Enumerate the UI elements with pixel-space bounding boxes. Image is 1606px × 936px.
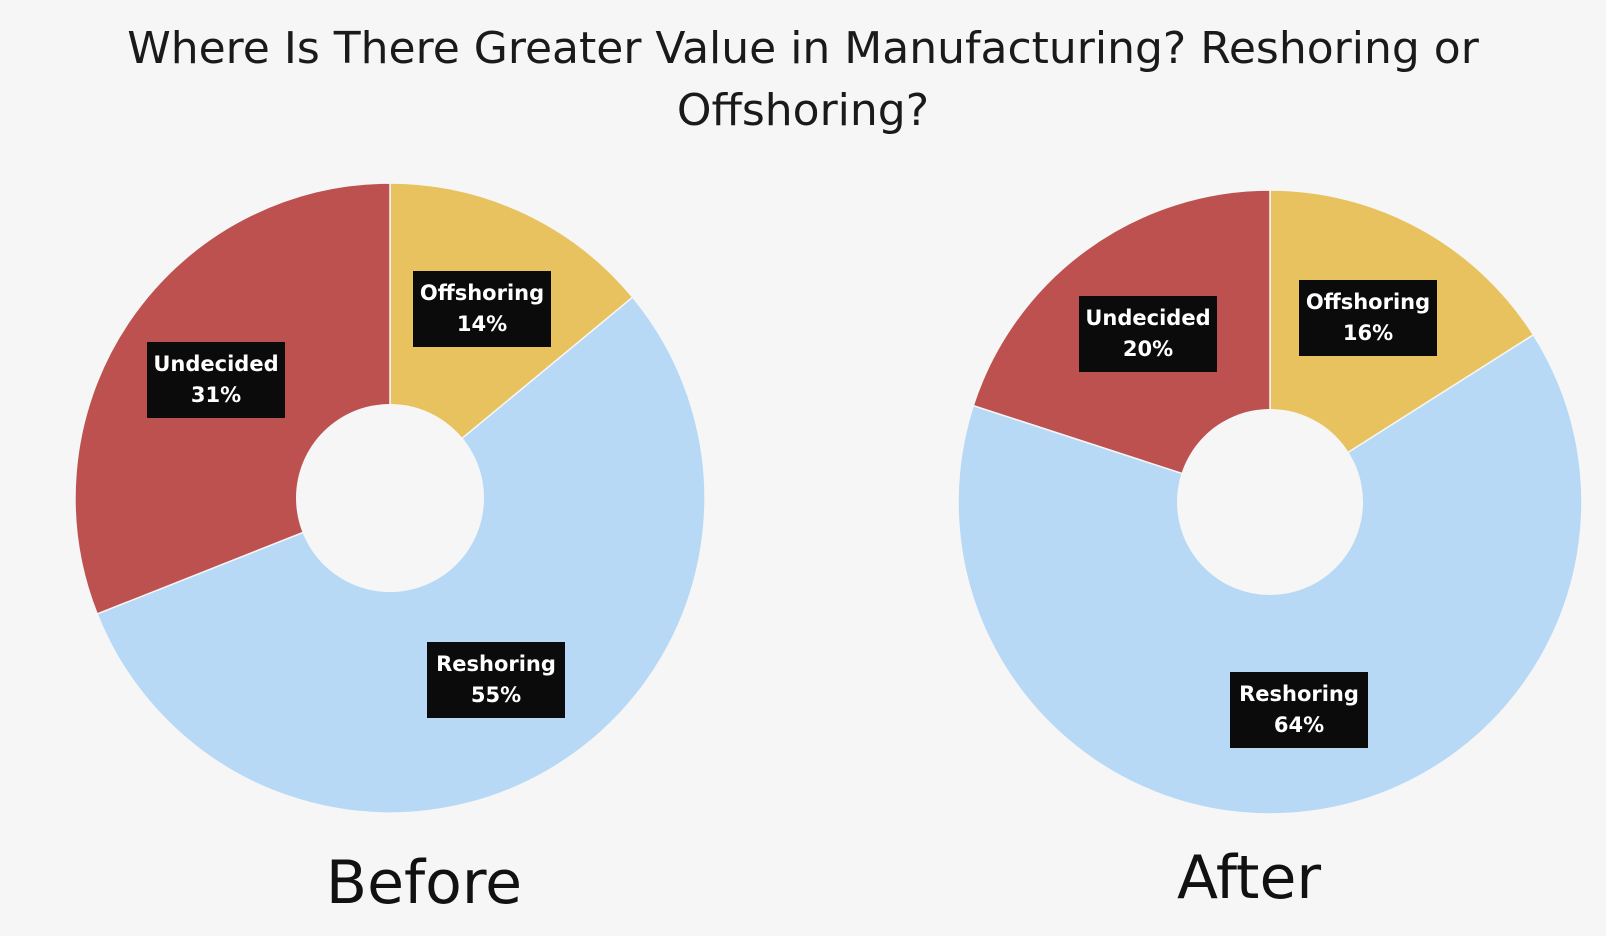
data-label-value: 16%	[1342, 321, 1394, 345]
chart-title: Where Is There Greater Value in Manufact…	[0, 18, 1606, 142]
data-label-value: 20%	[1122, 337, 1174, 361]
before-data-label-offshoring: Offshoring 14%	[413, 271, 551, 347]
data-label-category: Undecided	[1085, 306, 1211, 330]
data-label-category: Undecided	[153, 352, 279, 376]
data-label-category: Offshoring	[1305, 290, 1431, 314]
data-label-value: 14%	[456, 312, 508, 336]
before-data-label-reshoring: Reshoring 55%	[427, 642, 565, 718]
data-label-category: Offshoring	[419, 281, 545, 305]
after-data-label-undecided: Undecided 20%	[1079, 296, 1217, 372]
before-label: Before	[325, 848, 523, 918]
before-donut-hole	[296, 404, 484, 592]
after-label: After	[1176, 843, 1322, 913]
after-donut-hole	[1177, 409, 1363, 595]
data-label-category: Reshoring	[1239, 682, 1359, 706]
data-label-value: 55%	[470, 683, 522, 707]
before-data-label-undecided: Undecided 31%	[147, 342, 285, 418]
after-data-label-offshoring: Offshoring 16%	[1299, 280, 1437, 356]
after-data-label-reshoring: Reshoring 64%	[1230, 672, 1368, 748]
chart-title-line-2: Offshoring?	[676, 85, 930, 136]
data-label-value: 31%	[190, 383, 242, 407]
data-label-category: Reshoring	[436, 652, 556, 676]
data-label-value: 64%	[1273, 713, 1325, 737]
chart-title-line-1: Where Is There Greater Value in Manufact…	[127, 23, 1479, 74]
